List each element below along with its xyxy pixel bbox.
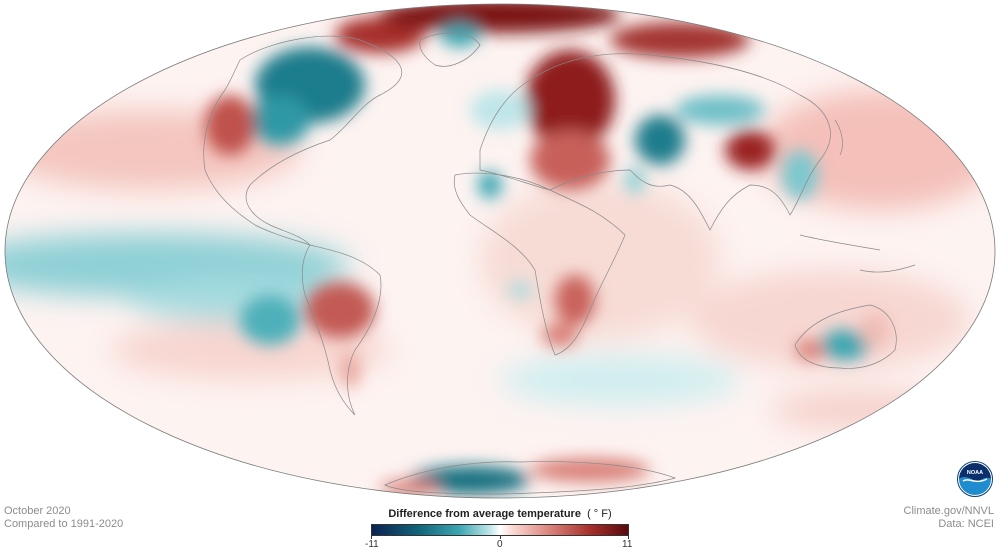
indonesia-coast	[799, 234, 916, 273]
antarctica-coast	[384, 461, 677, 495]
baseline-label: Compared to 1991-2020	[4, 518, 124, 530]
map-info: October 2020 Compared to 1991-2020	[4, 505, 123, 531]
date-label: October 2020	[4, 505, 71, 517]
color-legend: Difference from average temperature ( ° …	[365, 508, 633, 554]
south-america-coast	[301, 244, 382, 416]
logo-text: NOAA	[967, 470, 983, 476]
coastlines	[203, 32, 916, 495]
legend-unit: ( ° F)	[587, 508, 612, 520]
japan-coast	[834, 119, 843, 156]
noaa-logo-icon: NOAA	[957, 461, 993, 497]
legend-tick-max: 11	[622, 539, 633, 550]
greenland-coast	[419, 32, 481, 67]
globe-outline	[4, 3, 996, 499]
legend-tickmark-mid	[500, 536, 501, 539]
australia-coast	[794, 304, 897, 369]
africa-coast	[453, 172, 626, 356]
globe	[4, 3, 996, 499]
anomaly-field	[5, 4, 995, 496]
north-america-coast	[203, 35, 403, 246]
anomaly-broad	[5, 90, 995, 430]
legend-tickmark-min	[371, 536, 372, 539]
legend-tick-min: -11	[365, 539, 379, 550]
legend-color-bar	[371, 524, 629, 536]
data-source-label: Data: NCEI	[938, 518, 994, 530]
europe-asia-coast	[479, 53, 831, 231]
anomaly-features	[205, 4, 890, 496]
legend-title-text: Difference from average temperature	[388, 508, 581, 520]
credit-label: Climate.gov/NNVL	[903, 505, 994, 517]
legend-title: Difference from average temperature ( ° …	[371, 508, 629, 520]
legend-tick-mid: 0	[497, 539, 503, 550]
credits: Climate.gov/NNVL Data: NCEI	[904, 505, 994, 531]
legend-tickmark-max	[628, 536, 629, 539]
